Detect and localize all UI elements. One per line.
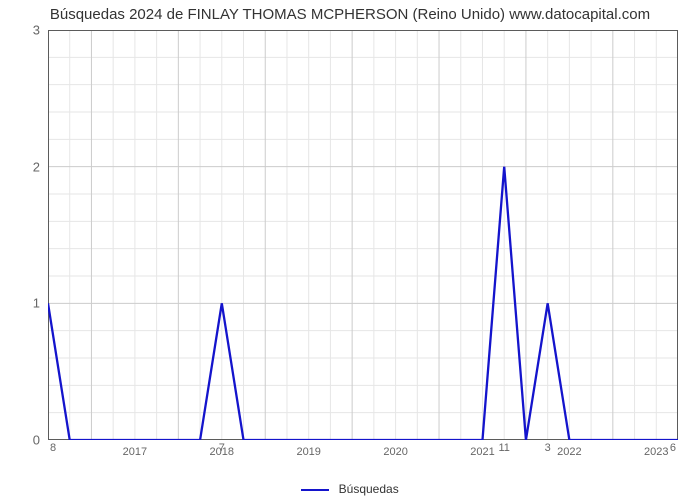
legend-swatch xyxy=(301,489,329,491)
x-tick-label: 2021 xyxy=(470,446,494,458)
x-tick-label: 2020 xyxy=(383,446,407,458)
data-point-label: 3 xyxy=(545,442,551,454)
legend: Búsquedas xyxy=(0,482,700,496)
legend-label: Búsquedas xyxy=(339,482,399,496)
x-tick-label: 2023 xyxy=(644,446,668,458)
chart-title: Búsquedas 2024 de FINLAY THOMAS MCPHERSO… xyxy=(0,6,700,23)
data-point-label: 8 xyxy=(50,442,56,454)
x-tick-label: 2022 xyxy=(557,446,581,458)
y-tick-label: 2 xyxy=(33,159,40,174)
x-tick-label: 2017 xyxy=(123,446,147,458)
y-tick-label: 0 xyxy=(33,433,40,448)
y-tick-label: 1 xyxy=(33,296,40,311)
chart-svg xyxy=(48,30,678,440)
y-tick-label: 3 xyxy=(33,23,40,38)
chart-container: Búsquedas 2024 de FINLAY THOMAS MCPHERSO… xyxy=(0,0,700,500)
plot-area: 01232017201820192020202120222023871136 xyxy=(48,30,678,440)
data-point-label: 6 xyxy=(670,442,676,454)
data-point-label: 11 xyxy=(498,442,509,454)
x-tick-label: 2019 xyxy=(296,446,320,458)
data-point-label: 7 xyxy=(219,442,225,454)
